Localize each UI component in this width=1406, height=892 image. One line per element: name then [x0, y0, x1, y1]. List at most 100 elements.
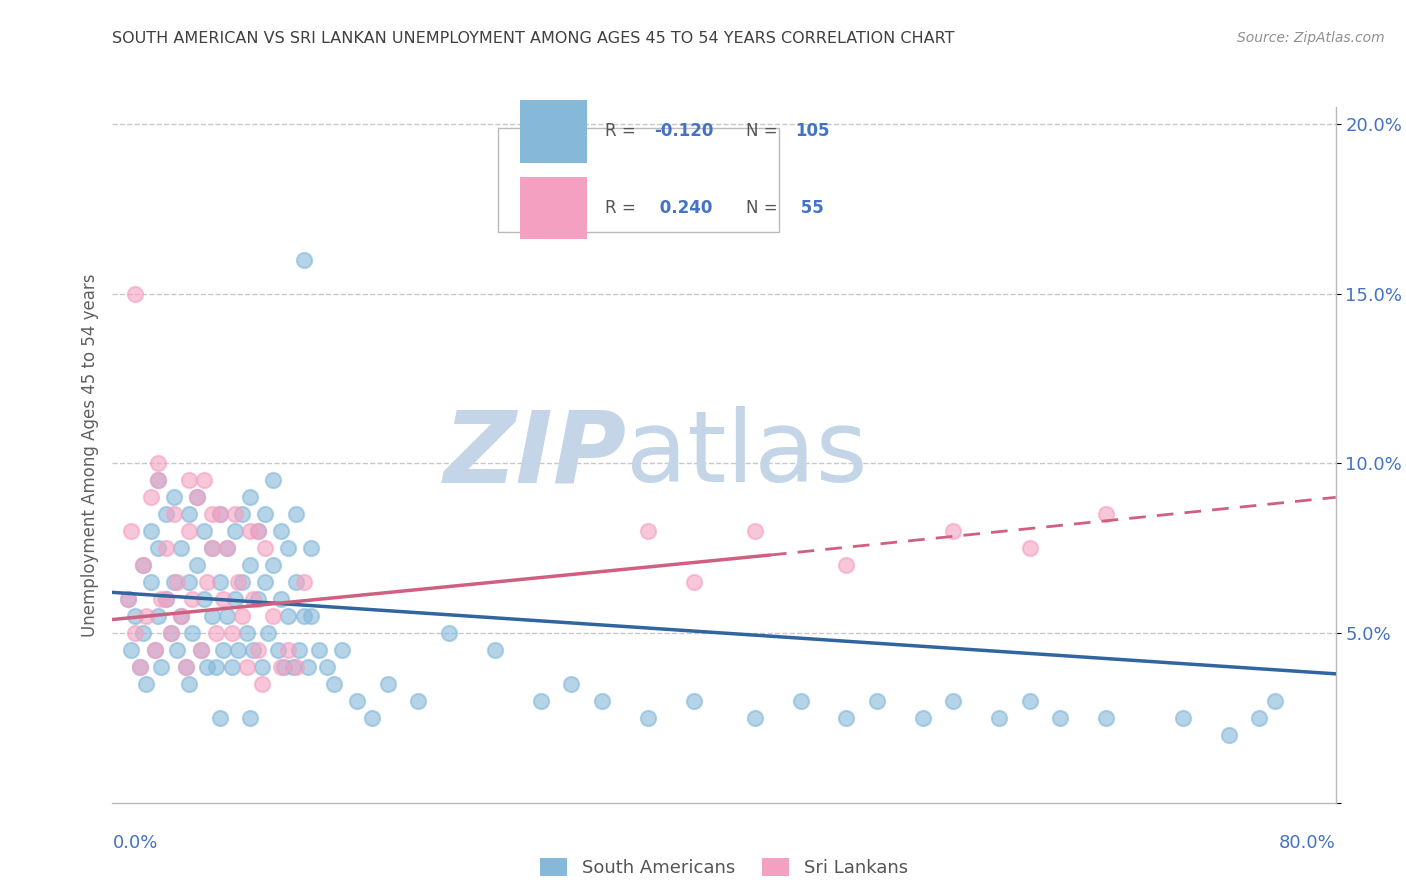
Point: [246, 592, 269, 607]
Point: [117, 592, 139, 607]
Point: [284, 660, 308, 674]
Point: [484, 643, 506, 657]
Point: [231, 575, 253, 590]
Point: [226, 575, 249, 590]
Point: [155, 508, 177, 522]
Point: [155, 541, 177, 556]
Text: 0.240: 0.240: [654, 199, 713, 217]
Point: [150, 660, 173, 674]
Point: [1049, 711, 1071, 725]
Point: [181, 592, 204, 607]
Point: [170, 609, 193, 624]
Point: [205, 660, 228, 674]
Point: [174, 660, 197, 674]
Point: [254, 575, 277, 590]
Point: [254, 508, 277, 522]
Point: [221, 626, 243, 640]
Point: [190, 643, 212, 657]
Point: [299, 541, 322, 556]
Point: [211, 592, 233, 607]
Point: [163, 491, 186, 505]
Point: [177, 575, 200, 590]
Point: [315, 660, 337, 674]
Point: [177, 677, 200, 691]
Text: Source: ZipAtlas.com: Source: ZipAtlas.com: [1237, 31, 1385, 45]
Point: [1249, 711, 1271, 725]
Point: [226, 643, 249, 657]
Point: [224, 524, 246, 539]
Point: [637, 524, 659, 539]
Point: [292, 609, 315, 624]
Point: [744, 711, 766, 725]
Point: [284, 575, 308, 590]
Point: [744, 524, 766, 539]
Point: [201, 541, 224, 556]
Point: [148, 541, 170, 556]
Point: [277, 541, 299, 556]
Point: [239, 491, 262, 505]
Text: 80.0%: 80.0%: [1279, 834, 1336, 852]
Point: [866, 694, 889, 708]
Point: [1018, 694, 1040, 708]
Point: [166, 643, 188, 657]
Point: [262, 609, 284, 624]
Text: R =: R =: [606, 199, 641, 217]
Point: [211, 643, 233, 657]
Point: [201, 609, 224, 624]
Point: [132, 558, 155, 573]
Point: [239, 711, 262, 725]
Point: [323, 677, 346, 691]
Point: [163, 508, 186, 522]
Point: [637, 711, 659, 725]
Point: [224, 592, 246, 607]
Point: [181, 626, 204, 640]
Text: 105: 105: [794, 122, 830, 140]
Point: [208, 711, 231, 725]
Point: [193, 592, 215, 607]
Text: R =: R =: [606, 122, 641, 140]
Point: [236, 626, 259, 640]
Point: [117, 592, 139, 607]
Legend: South Americans, Sri Lankans: South Americans, Sri Lankans: [533, 850, 915, 884]
Point: [195, 575, 218, 590]
Point: [1095, 711, 1118, 725]
Point: [155, 592, 177, 607]
Point: [1095, 508, 1118, 522]
Point: [148, 474, 170, 488]
Point: [148, 457, 170, 471]
Point: [143, 643, 166, 657]
Point: [201, 541, 224, 556]
Point: [208, 575, 231, 590]
Text: N =: N =: [747, 122, 783, 140]
Point: [252, 677, 274, 691]
Point: [201, 508, 224, 522]
Point: [277, 643, 299, 657]
Point: [124, 286, 146, 301]
Point: [124, 626, 146, 640]
Point: [942, 694, 965, 708]
Text: ZIP: ZIP: [443, 407, 626, 503]
Text: -0.120: -0.120: [654, 122, 714, 140]
Point: [129, 660, 152, 674]
Point: [560, 677, 582, 691]
Point: [221, 660, 243, 674]
Point: [132, 558, 155, 573]
Point: [148, 474, 170, 488]
Point: [170, 609, 193, 624]
Bar: [520, 100, 588, 162]
Point: [266, 643, 288, 657]
Point: [159, 626, 181, 640]
Point: [170, 541, 193, 556]
Text: SOUTH AMERICAN VS SRI LANKAN UNEMPLOYMENT AMONG AGES 45 TO 54 YEARS CORRELATION : SOUTH AMERICAN VS SRI LANKAN UNEMPLOYMEN…: [112, 31, 955, 46]
Text: atlas: atlas: [626, 407, 868, 503]
Point: [292, 252, 315, 267]
Point: [186, 491, 208, 505]
Point: [1171, 711, 1194, 725]
Point: [224, 508, 246, 522]
Point: [789, 694, 811, 708]
Point: [186, 558, 208, 573]
Point: [186, 491, 208, 505]
Point: [330, 643, 353, 657]
Point: [530, 694, 553, 708]
Point: [346, 694, 368, 708]
